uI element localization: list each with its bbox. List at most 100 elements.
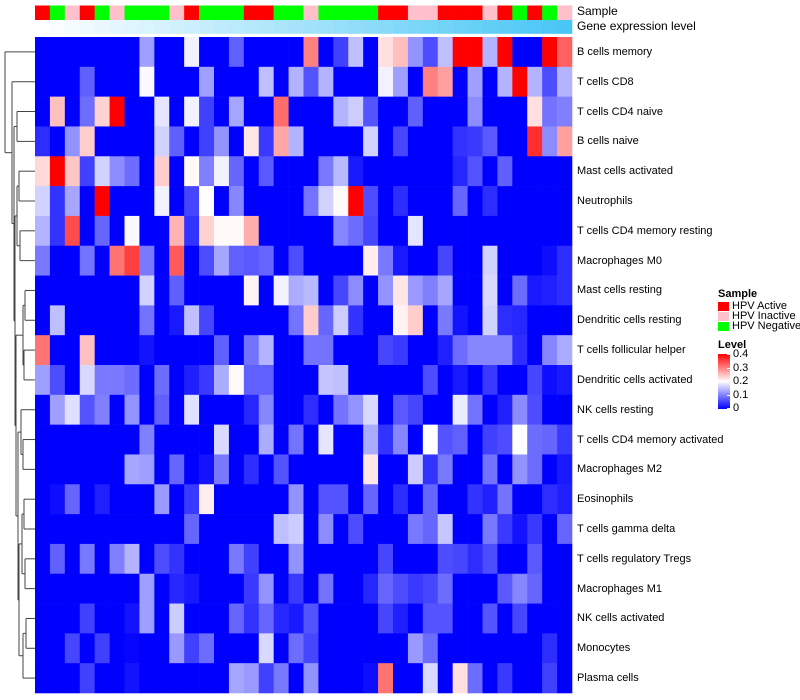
heatmap-cell	[497, 633, 513, 664]
heatmap-cell	[109, 633, 125, 664]
heatmap-cell	[258, 514, 274, 545]
heatmap-cell	[333, 424, 349, 455]
heatmap-cell	[512, 663, 528, 694]
heatmap-cell	[407, 126, 424, 157]
colorbar-tick	[727, 394, 730, 396]
heatmap-cell	[154, 633, 170, 664]
heatmap-cell	[288, 305, 304, 336]
heatmap-cell	[49, 245, 66, 276]
heatmap-cell	[348, 156, 364, 187]
heatmap-cell	[273, 394, 289, 425]
heatmap-cell	[184, 245, 200, 276]
heatmap-cell	[512, 66, 528, 97]
heatmap-cell	[64, 514, 81, 545]
sample-annotation-cell	[154, 5, 170, 21]
heatmap-cell	[407, 66, 424, 97]
legend-item-label: HPV Inactive	[732, 310, 796, 322]
heatmap-cell	[318, 633, 334, 664]
gene-expression-annotation-cell	[542, 20, 558, 34]
heatmap-cell	[318, 215, 334, 247]
heatmap-cell	[288, 454, 304, 485]
heatmap-cell	[363, 215, 379, 247]
heatmap-cell	[169, 305, 185, 336]
heatmap-cell	[35, 275, 51, 306]
heatmap-cell	[243, 215, 260, 247]
heatmap-cell	[35, 633, 51, 664]
heatmap-cell	[437, 96, 453, 127]
heatmap-cell	[407, 454, 424, 485]
heatmap-cell	[482, 96, 498, 127]
heatmap-cell	[79, 543, 95, 575]
heatmap-cell	[437, 424, 453, 455]
heatmap-cell	[228, 335, 245, 366]
heatmap-cell	[437, 603, 453, 634]
heatmap-cell	[407, 603, 424, 634]
heatmap-cell	[109, 394, 125, 425]
row-label: NK cells activated	[577, 612, 665, 625]
heatmap-cell	[557, 573, 573, 604]
heatmap-cell	[393, 215, 409, 247]
heatmap-cell	[169, 215, 185, 247]
heatmap-cell	[512, 514, 528, 545]
heatmap-cell	[527, 156, 543, 187]
heatmap-cell	[363, 573, 379, 604]
heatmap-cell	[512, 275, 528, 306]
heatmap-cell	[452, 66, 468, 97]
heatmap-cell	[542, 633, 558, 664]
heatmap-cell	[437, 275, 453, 306]
heatmap-cell	[527, 186, 543, 217]
heatmap-cell	[363, 37, 379, 68]
heatmap-cell	[273, 573, 289, 604]
heatmap-cell	[512, 305, 528, 336]
heatmap-cell	[64, 305, 81, 336]
heatmap-cell	[214, 156, 230, 187]
heatmap-cell	[363, 305, 379, 336]
heatmap-cell	[243, 126, 260, 157]
heatmap-cell	[79, 156, 95, 187]
heatmap-cell	[437, 484, 453, 515]
heatmap-cell	[407, 394, 424, 425]
heatmap-cell	[124, 96, 140, 127]
heatmap-cell	[184, 603, 200, 634]
heatmap-cell	[49, 126, 66, 157]
heatmap-cell	[184, 543, 200, 575]
heatmap-cell	[333, 126, 349, 157]
heatmap-cell	[109, 66, 125, 97]
heatmap-cell	[422, 543, 439, 575]
heatmap-cell	[348, 186, 364, 217]
row-label: Mast cells activated	[577, 165, 673, 178]
heatmap-cell	[214, 37, 230, 68]
heatmap-cell	[497, 335, 513, 366]
heatmap-cell	[109, 424, 125, 455]
heatmap-cell	[363, 514, 379, 545]
heatmap-cell	[497, 663, 513, 694]
sample-annotation-cell	[243, 5, 260, 21]
colorbar-tick-label: 0.3	[733, 361, 749, 374]
heatmap-cell	[139, 156, 155, 187]
heatmap-cell	[228, 37, 245, 68]
heatmap-cell	[273, 66, 289, 97]
heatmap-cell	[422, 335, 439, 366]
heatmap-cell	[363, 186, 379, 217]
heatmap-cell	[393, 96, 409, 127]
heatmap-cell	[512, 394, 528, 425]
heatmap-cell	[228, 573, 245, 604]
heatmap-cell	[482, 156, 498, 187]
heatmap-cell	[378, 543, 394, 575]
heatmap-cell	[378, 156, 394, 187]
gene-expression-annotation-cell	[109, 20, 125, 34]
heatmap-cell	[437, 543, 453, 575]
heatmap-cell	[258, 573, 274, 604]
heatmap-cell	[184, 454, 200, 485]
sample-annotation-cell	[64, 5, 81, 21]
heatmap-cell	[228, 96, 245, 127]
heatmap-cell	[154, 603, 170, 634]
heatmap-cell	[109, 573, 125, 604]
heatmap-cell	[79, 275, 95, 306]
heatmap-cell	[258, 484, 274, 515]
heatmap-cell	[318, 305, 334, 336]
heatmap-cell	[49, 156, 66, 187]
heatmap-cell	[79, 126, 95, 157]
heatmap-cell	[288, 126, 304, 157]
heatmap-cell	[407, 424, 424, 455]
